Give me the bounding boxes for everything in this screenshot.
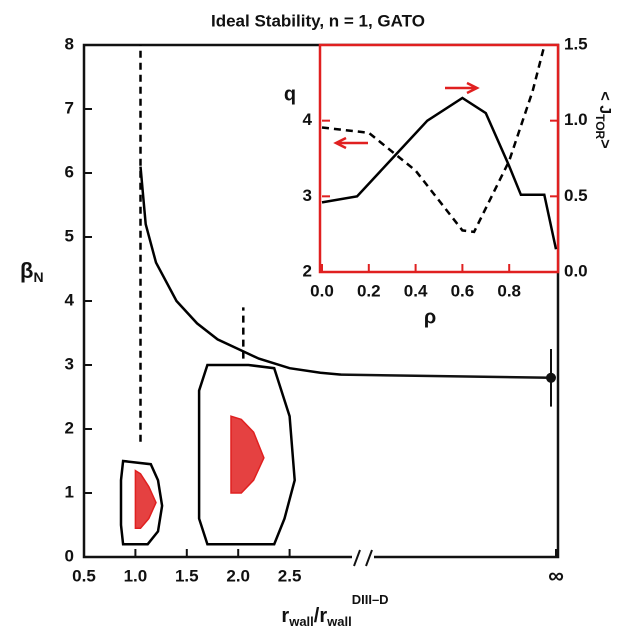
label-part: < J bbox=[596, 91, 613, 114]
x-tick-label: 2.5 bbox=[278, 566, 302, 585]
inset-frame bbox=[318, 43, 560, 274]
curve bbox=[321, 96, 558, 250]
y-tick-label: 3 bbox=[303, 186, 312, 205]
inset-x-label: ρ bbox=[424, 306, 436, 328]
x-tick-label: 0.5 bbox=[72, 566, 96, 585]
y-tick-label: 4 bbox=[65, 290, 75, 309]
y2-tick-label: 0.5 bbox=[564, 186, 588, 205]
x-tick-label: ∞ bbox=[548, 563, 564, 588]
label-part: β bbox=[20, 258, 33, 283]
y-tick-label: 6 bbox=[65, 162, 74, 181]
arrow-left bbox=[333, 136, 368, 150]
y2-tick-label: 1.5 bbox=[564, 34, 588, 53]
curve bbox=[197, 363, 296, 546]
curve bbox=[139, 166, 342, 376]
x-tick-label: 1.0 bbox=[124, 566, 148, 585]
label-part: N bbox=[33, 269, 43, 285]
x-tick-label: 0.6 bbox=[451, 281, 475, 300]
x-tick-label: 2.0 bbox=[226, 566, 250, 585]
label-part: r bbox=[281, 605, 289, 627]
y-axis-label: βN bbox=[20, 258, 44, 285]
y2-tick-label: 0.0 bbox=[564, 261, 588, 280]
x-axis-label: rwall/rwallDIII–D bbox=[281, 592, 388, 629]
y-tick-label: 1 bbox=[65, 482, 74, 501]
y-tick-label: 2 bbox=[65, 418, 74, 437]
axis-break bbox=[365, 549, 373, 567]
curve bbox=[119, 459, 164, 546]
y-tick-label: 7 bbox=[65, 98, 74, 117]
stable-region bbox=[134, 469, 157, 529]
infinity-point bbox=[546, 372, 556, 383]
x-tick-label: 0.0 bbox=[310, 281, 334, 300]
stable-region bbox=[230, 415, 265, 494]
chart-title: Ideal Stability, n = 1, GATO bbox=[211, 11, 425, 30]
x-tick-label: 0.8 bbox=[497, 281, 521, 300]
y-tick-label: 5 bbox=[65, 226, 74, 245]
inset-y-label: q bbox=[284, 83, 296, 105]
label-part: > bbox=[596, 139, 613, 148]
label-part: /r bbox=[314, 605, 328, 627]
x-tick-label: 1.5 bbox=[175, 566, 199, 585]
y-tick-label: 4 bbox=[303, 110, 313, 129]
label-part: wall bbox=[326, 614, 352, 629]
label-part: TOR bbox=[593, 114, 607, 139]
y-tick-label: 0 bbox=[65, 546, 74, 565]
y-tick-label: 3 bbox=[65, 354, 74, 373]
curve-tail bbox=[340, 373, 552, 380]
x-tick-label: 0.2 bbox=[357, 281, 381, 300]
y-tick-label: 2 bbox=[303, 261, 312, 280]
inset-y2-label: < JTOR> bbox=[593, 91, 613, 148]
label-part: DIII–D bbox=[352, 592, 389, 607]
label-part: wall bbox=[288, 614, 314, 629]
axis-break bbox=[353, 549, 361, 567]
arrow-right bbox=[445, 81, 480, 95]
x-tick-label: 0.4 bbox=[404, 281, 428, 300]
y-tick-label: 8 bbox=[65, 34, 74, 53]
axis-break-gap bbox=[352, 548, 374, 568]
y2-tick-label: 1.0 bbox=[564, 110, 588, 129]
